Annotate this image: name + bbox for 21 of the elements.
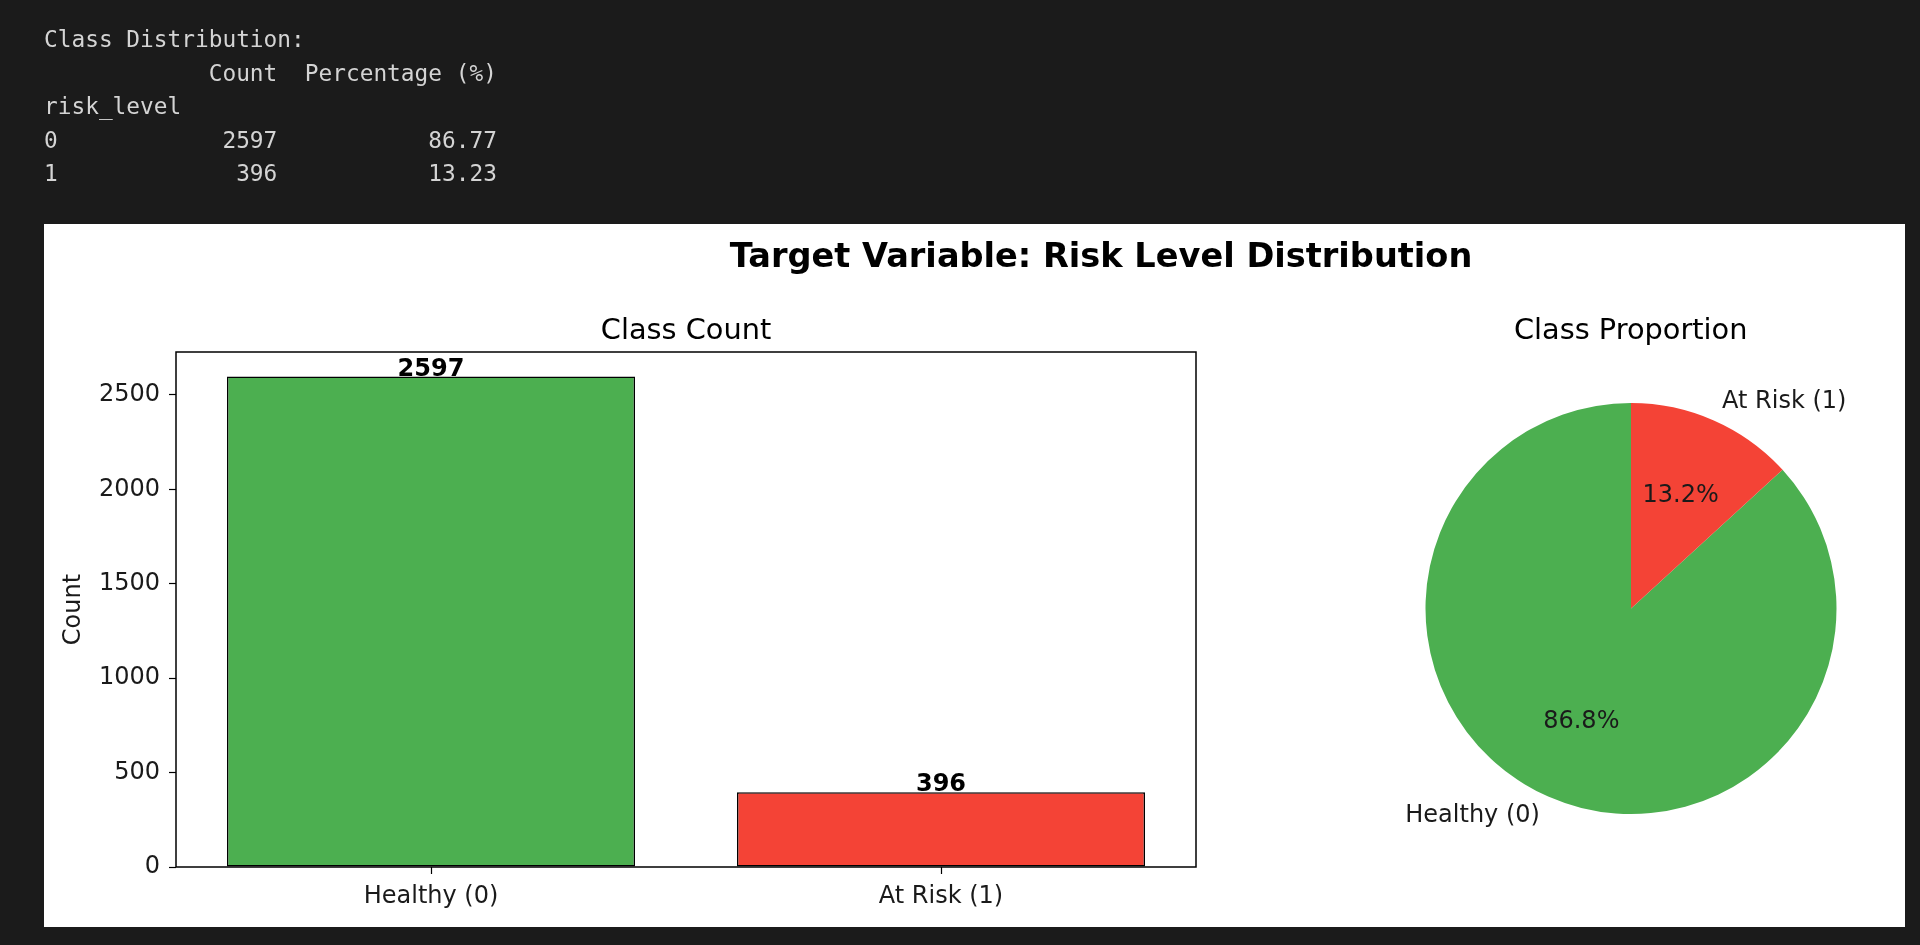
- text: Count Percentage (%): [207, 58, 497, 88]
- text: risk_level: [44, 92, 183, 122]
- y-axis-title: Count: [57, 573, 86, 646]
- data-label: 396: [915, 769, 967, 798]
- y-tick-label: 0: [144, 851, 160, 880]
- y-tick-label: 2500: [98, 379, 160, 408]
- data-label: 86.8%: [1543, 705, 1620, 734]
- y-tick-label: 500: [114, 756, 160, 785]
- text: Class Distribution:: [44, 25, 306, 54]
- data-label: 2597: [397, 353, 465, 382]
- chart-title: Class Proportion: [1513, 311, 1748, 347]
- data-label: 13.2%: [1642, 479, 1719, 508]
- chart-title: Target Variable: Risk Level Distribution: [729, 235, 1473, 277]
- y-tick-label: 2000: [98, 473, 160, 502]
- slice-label: Healthy (0): [1405, 799, 1540, 828]
- y-tick-label: 1500: [98, 567, 160, 596]
- chart-subtitle: Class Count: [600, 311, 772, 346]
- text: 0 2597 86.77: [44, 125, 497, 155]
- slice-label: At Risk (1): [1722, 385, 1847, 414]
- y-tick-label: 1000: [98, 662, 160, 691]
- text: 1 396 13.23: [44, 159, 497, 189]
